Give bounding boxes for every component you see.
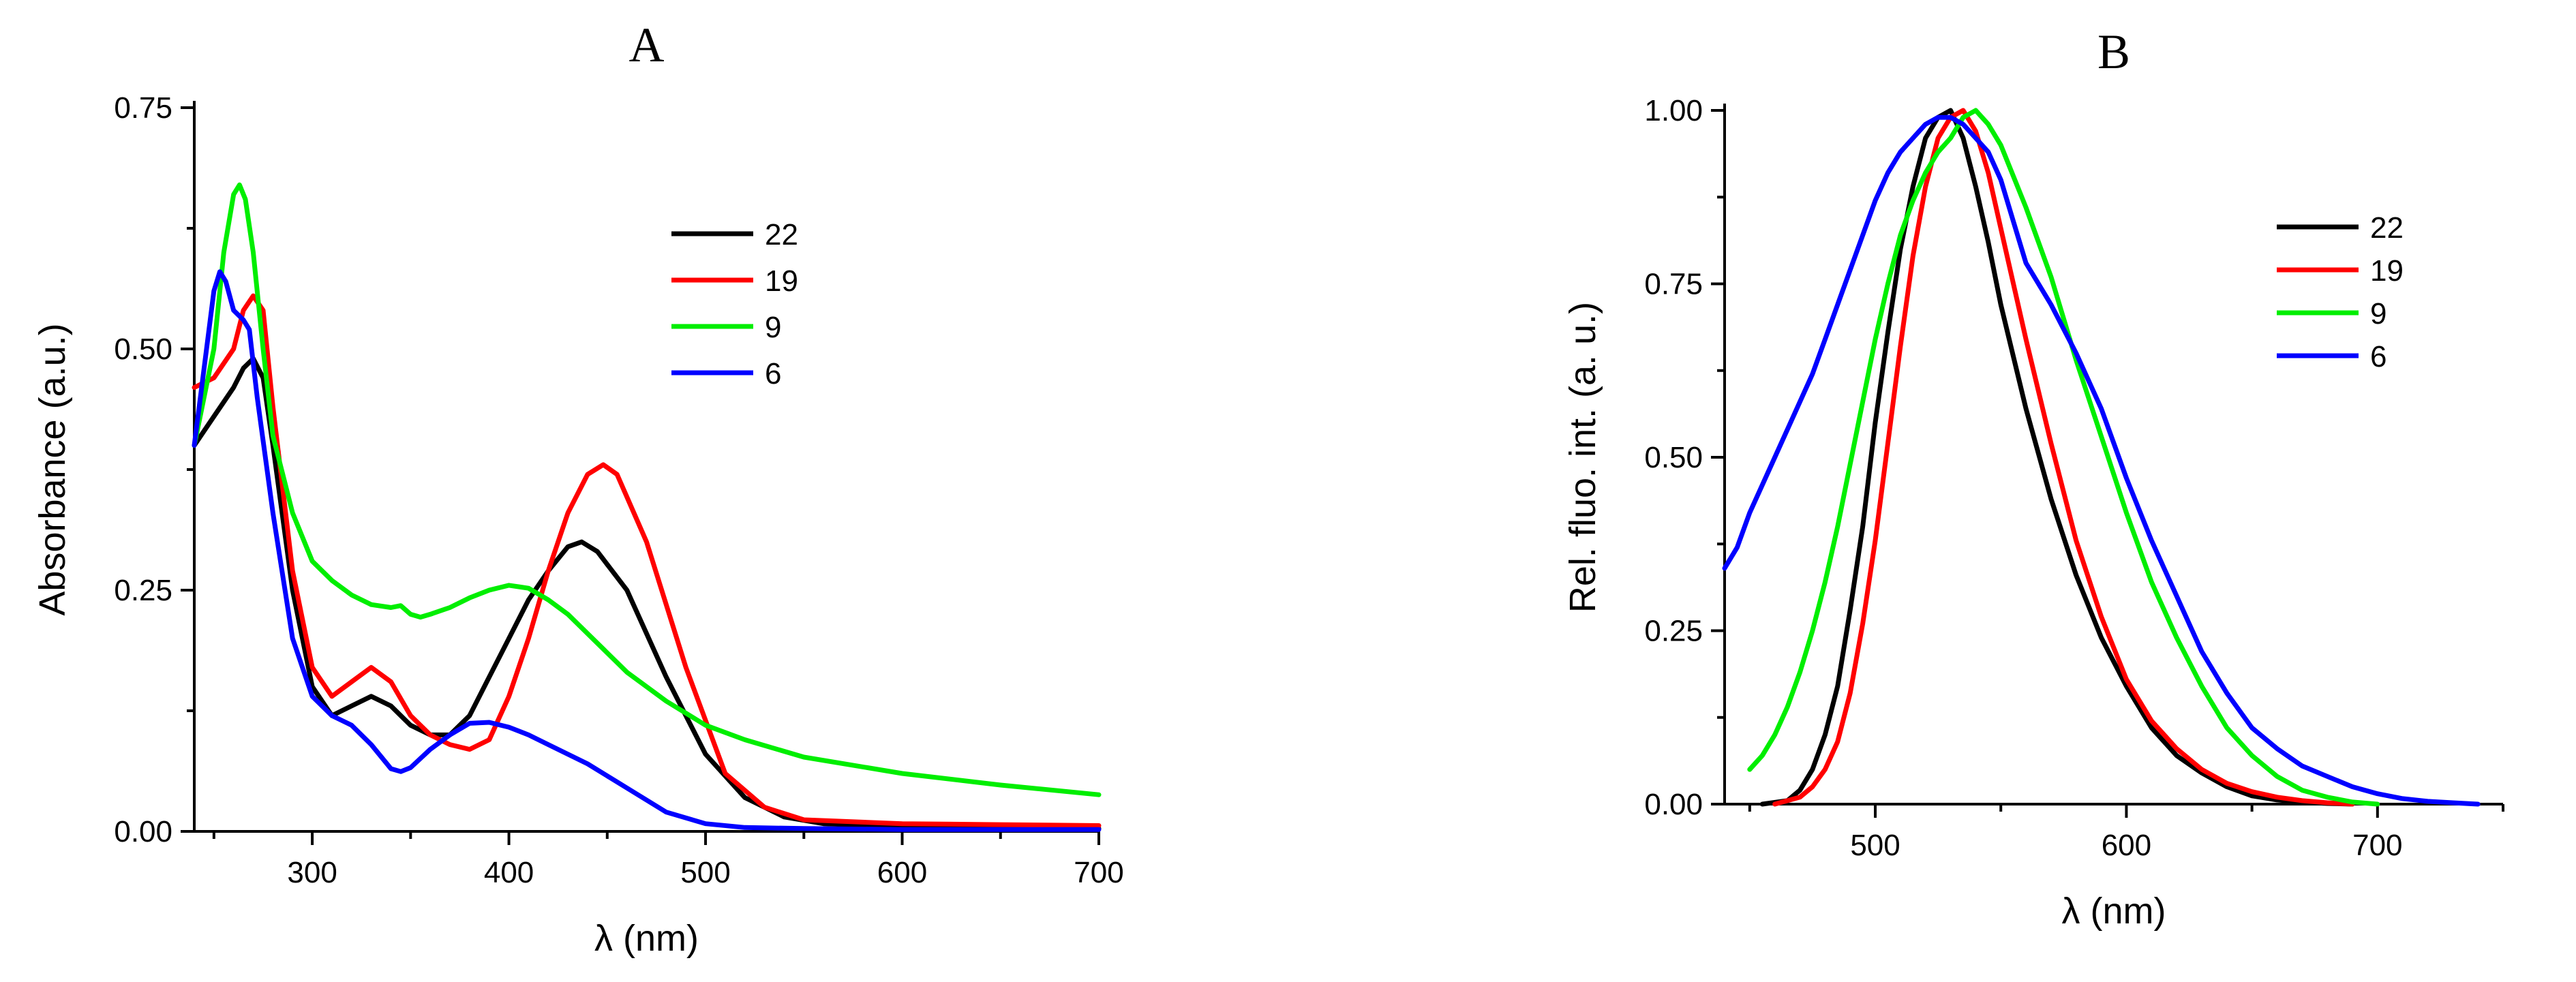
chart-a-series-22-line [192, 356, 1102, 831]
chart-a-x-tick-label: 700 [1074, 856, 1123, 889]
chart-a-x-tick-label: 400 [484, 856, 534, 889]
chart-b-x-axis-label: λ (nm) [2062, 891, 2166, 932]
chart-a-x-tick-label: 500 [680, 856, 730, 889]
chart-b-x-tick-label: 500 [1850, 829, 1900, 862]
chart-b-x-tick-label: 700 [2352, 829, 2402, 862]
chart-a-x-axis-label: λ (nm) [594, 918, 699, 959]
chart-b-y-axis-label: Rel. fluo. int. (a. u.) [1562, 302, 1603, 613]
chart-b-series-9-line [1747, 108, 2380, 807]
chart-b-y-tick-label: 0.00 [1644, 788, 1703, 821]
chart-a-y-tick-label: 0.25 [114, 574, 172, 607]
chart-b-title: B [2097, 25, 2130, 79]
chart-b-series-19-line [1772, 108, 2355, 807]
chart-b-legend-label-22: 22 [2370, 211, 2404, 245]
chart-a-legend-label-19: 19 [765, 264, 798, 298]
chart-b-y-tick-label: 0.50 [1644, 441, 1703, 474]
chart-a-x-tick-label: 600 [877, 856, 927, 889]
chart-a-y-tick-label: 0.50 [114, 333, 172, 366]
chart-b-legend-label-6: 6 [2370, 340, 2386, 373]
chart-a-legend-label-22: 22 [765, 218, 798, 251]
chart-b-series-6-line [1722, 114, 2481, 807]
chart-a-y-tick-label: 0.00 [114, 815, 172, 848]
chart-a-series-9-line [192, 182, 1102, 797]
chart-b-series-22-line [1759, 108, 2355, 807]
chart-a-series-6-line [192, 269, 1102, 832]
chart-b-legend-label-9: 9 [2370, 297, 2386, 331]
chart-a-y-axis-label: Absorbance (a.u.) [32, 323, 73, 615]
chart-b-y-tick-label: 0.25 [1644, 615, 1703, 648]
chart-a-legend-label-9: 9 [765, 311, 781, 344]
chart-a-title: A [629, 18, 665, 72]
chart-a-series-19-line [192, 293, 1102, 828]
chart-b-legend-label-19: 19 [2370, 254, 2404, 288]
chart-b-x-tick-label: 600 [2102, 829, 2151, 862]
chart-a-y-tick-label: 0.75 [114, 91, 172, 125]
chart-b-y-tick-label: 0.75 [1644, 268, 1703, 301]
chart-a-x-tick-label: 300 [287, 856, 337, 889]
chart-b-y-tick-label: 1.00 [1644, 94, 1703, 127]
chart-a-legend-label-6: 6 [765, 357, 781, 390]
